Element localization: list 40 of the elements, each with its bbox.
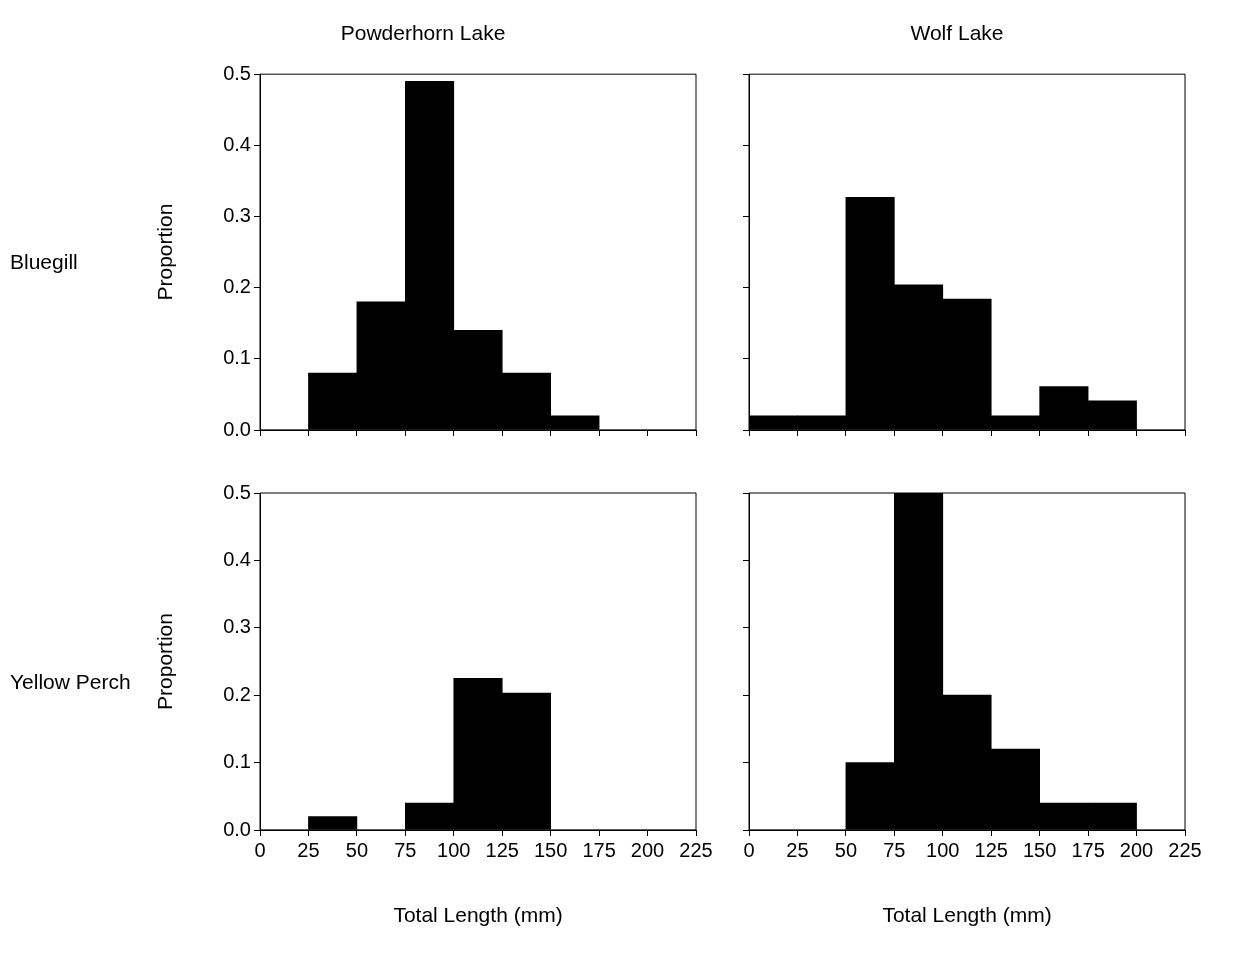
x-tick-label: 50	[834, 838, 858, 861]
x-tick-label: 200	[1119, 838, 1154, 861]
x-tick-label: 175	[582, 838, 616, 861]
y-tick-label: 0.5	[223, 61, 251, 84]
x-tick-label: 225	[1168, 838, 1202, 861]
x-tick-label: 75	[394, 838, 417, 861]
y-tick-label: 0.3	[223, 615, 251, 638]
x-axis-title: Total Length (mm)	[882, 903, 1052, 927]
x-tick-label: 175	[1071, 838, 1105, 861]
x-tick-label: 0	[254, 838, 266, 861]
x-tick-label: 225	[679, 838, 713, 861]
x-tick-label: 100	[437, 838, 471, 861]
text: Yellow Perch	[10, 670, 131, 694]
y-tick-label: 0.0	[223, 817, 251, 840]
x-tick-label: 200	[630, 838, 665, 861]
y-tick-label: 0.4	[223, 547, 251, 570]
y-tick-label: 0.0	[223, 417, 251, 440]
x-tick-label: 25	[786, 838, 809, 861]
y-axis-title: Proportion	[153, 613, 177, 710]
text: Bluegill	[10, 250, 78, 274]
chart-title: Powderhorn Lake	[340, 21, 506, 45]
x-tick-label: 0	[743, 838, 755, 861]
x-tick-label: 75	[883, 838, 906, 861]
y-tick-label: 0.1	[223, 750, 251, 773]
x-tick-label: 125	[485, 838, 519, 861]
y-axis-title: Proportion	[153, 203, 177, 301]
x-tick-label: 150	[533, 838, 568, 861]
y-tick-label: 0.2	[223, 275, 251, 298]
x-tick-label: 150	[1022, 838, 1057, 861]
y-tick-label: 0.4	[223, 132, 251, 155]
x-tick-label: 100	[926, 838, 960, 861]
y-tick-label: 0.5	[223, 480, 251, 503]
x-tick-label: 125	[974, 838, 1008, 861]
y-tick-label: 0.2	[223, 682, 251, 705]
x-axis-title: Total Length (mm)	[393, 903, 563, 927]
x-tick-label: 50	[345, 838, 369, 861]
chart-title: Wolf Lake	[910, 21, 1004, 45]
y-tick-label: 0.1	[223, 346, 251, 369]
y-tick-label: 0.3	[223, 204, 251, 227]
x-tick-label: 25	[297, 838, 320, 861]
